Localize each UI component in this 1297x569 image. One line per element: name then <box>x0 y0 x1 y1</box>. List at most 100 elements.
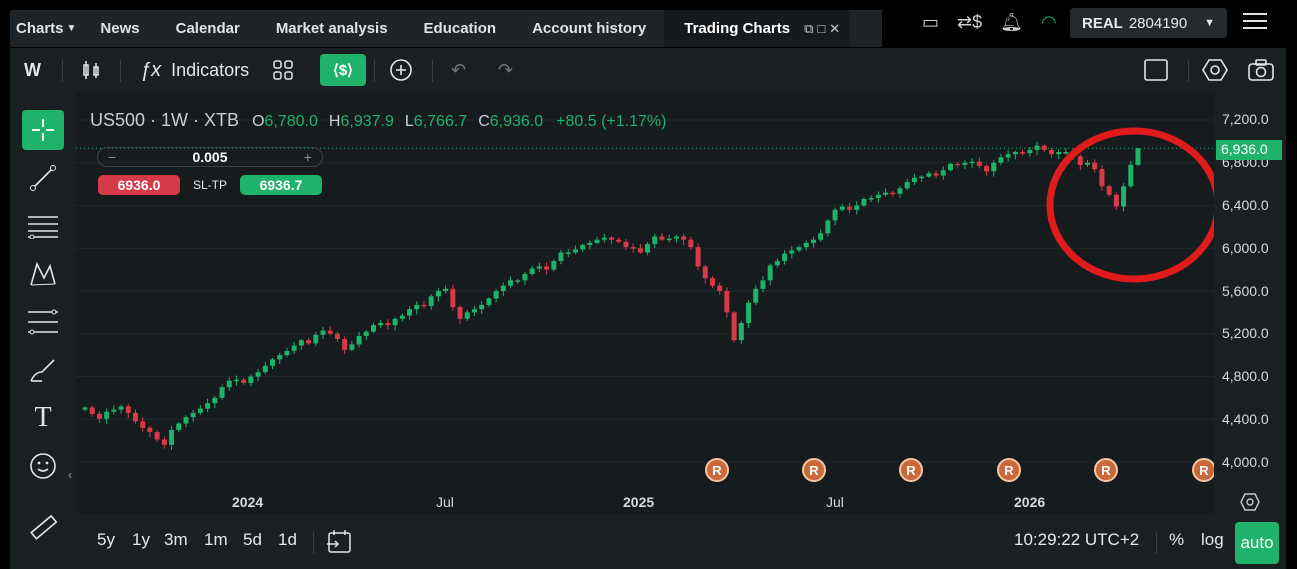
ruler-icon[interactable] <box>22 508 64 548</box>
tab-charts[interactable]: Charts ▼ <box>10 10 82 47</box>
candle-up <box>854 205 860 210</box>
close-icon[interactable]: ✕ <box>829 20 841 36</box>
text-tool-icon[interactable]: T <box>34 402 52 433</box>
candle-down <box>976 161 982 166</box>
dollar-exchange-icon: ⟨$⟩ <box>332 62 354 79</box>
fullscreen-square-icon[interactable] <box>1144 48 1168 92</box>
horizontal-lines-icon[interactable] <box>22 206 64 246</box>
candle-down <box>125 406 131 413</box>
increase-volume-button[interactable]: + <box>303 149 312 165</box>
candle-down <box>241 379 247 383</box>
candle-up <box>969 161 975 164</box>
candle-up <box>1121 186 1127 207</box>
candle-down <box>1020 152 1026 154</box>
pattern-tool-icon[interactable] <box>22 254 64 294</box>
tab-calendar[interactable]: Calendar <box>158 10 258 47</box>
candle-down <box>616 239 622 242</box>
tab-market-analysis[interactable]: Market analysis <box>258 10 406 47</box>
crosshair-icon[interactable] <box>22 110 64 150</box>
brush-icon[interactable] <box>22 350 64 390</box>
timeframe-1d[interactable]: 1d <box>278 530 297 549</box>
high-key: H <box>328 113 341 130</box>
clock-timezone[interactable]: 10:29:22 UTC+2 <box>1014 530 1140 549</box>
candle-up <box>746 302 752 324</box>
divider <box>374 60 375 82</box>
tab-news[interactable]: News <box>82 10 157 47</box>
candle-up <box>861 199 867 206</box>
candle-up <box>572 249 578 253</box>
candle-up <box>407 309 413 316</box>
candle-up <box>897 188 903 194</box>
undo-icon[interactable]: ↶ <box>451 59 467 80</box>
emoji-icon[interactable] <box>22 446 64 486</box>
close-key: C <box>478 113 490 130</box>
settings-hexagon-icon[interactable] <box>1202 48 1228 92</box>
templates-grid-icon[interactable] <box>272 48 294 92</box>
candle-up <box>738 323 744 341</box>
candle-up <box>1128 164 1134 187</box>
x-tick: 2024 <box>232 494 264 510</box>
indicators-button[interactable]: ƒx Indicators <box>140 48 249 92</box>
add-plus-icon[interactable] <box>389 48 413 92</box>
timeframe-1m[interactable]: 1m <box>204 530 228 549</box>
tab-trading-charts[interactable]: Trading Charts ⧉ □ ✕ <box>664 10 851 47</box>
volume-value[interactable]: 0.005 <box>192 149 228 165</box>
timeframe-1y[interactable]: 1y <box>132 530 150 549</box>
buy-price: 6936.7 <box>259 177 303 193</box>
trade-dollar-button[interactable]: ⟨$⟩ <box>320 54 366 86</box>
candle-up <box>940 170 946 176</box>
layout-icon[interactable]: ▭ <box>922 12 940 32</box>
maximize-icon[interactable]: □ <box>817 21 826 36</box>
collapse-chevron-icon[interactable]: ‹ <box>68 468 72 482</box>
candle-down <box>421 304 427 307</box>
candle-down <box>544 266 550 270</box>
candle-up <box>868 198 874 200</box>
candle-up <box>926 173 932 177</box>
fibonacci-icon[interactable] <box>22 302 64 342</box>
account-selector[interactable]: REAL 2804190 ▼ <box>1070 8 1227 38</box>
tab-account-history[interactable]: Account history <box>514 10 664 47</box>
r-marker-circle <box>705 458 729 482</box>
candle-down <box>1041 145 1047 150</box>
sell-button[interactable]: 6936.0 <box>98 175 180 195</box>
decrease-volume-button[interactable]: − <box>108 149 117 165</box>
price-axis[interactable]: 7,200.0 6,800.0 6,400.0 6,000.0 5,600.0 … <box>1214 92 1286 514</box>
candle-up <box>277 355 283 360</box>
timeframe-5d[interactable]: 5d <box>243 530 262 549</box>
candle-down <box>1048 149 1054 155</box>
sl-tp-label[interactable]: SL-TP <box>193 178 228 192</box>
date-range-calendar-icon[interactable] <box>327 529 353 555</box>
timeframe-5y[interactable]: 5y <box>97 530 115 549</box>
r-marker-circle <box>1192 458 1214 482</box>
candle-down <box>702 266 708 279</box>
auto-scale-toggle[interactable]: auto <box>1235 522 1279 564</box>
deposit-icon[interactable]: ⇄$ <box>957 12 983 32</box>
bell-icon[interactable]: 🔔︎ <box>1000 12 1023 32</box>
tab-education[interactable]: Education <box>406 10 515 47</box>
candle-up <box>493 291 499 299</box>
camera-icon[interactable] <box>1248 48 1274 92</box>
candle-up <box>673 236 679 239</box>
axis-settings-icon[interactable] <box>1240 492 1260 512</box>
trend-line-icon[interactable] <box>22 158 64 198</box>
redo-icon[interactable]: ↷ <box>498 59 514 80</box>
log-scale-toggle[interactable]: log <box>1201 530 1224 549</box>
candle-down <box>1092 162 1098 170</box>
candlestick-type-icon[interactable] <box>80 48 102 92</box>
candle-up <box>270 359 276 366</box>
interval-button[interactable]: W <box>24 48 41 92</box>
popout-icon[interactable]: ⧉ <box>804 20 814 36</box>
percent-scale-toggle[interactable]: % <box>1169 530 1185 549</box>
buy-button[interactable]: 6936.7 <box>240 175 322 195</box>
time-axis[interactable]: 2024 Jul 2025 Jul 2026 <box>76 488 1260 518</box>
hamburger-menu-icon[interactable] <box>1243 13 1267 31</box>
r-marker-circle <box>997 458 1021 482</box>
candle-up <box>825 220 831 234</box>
tab-news-label: News <box>100 20 140 37</box>
timeframe-3m[interactable]: 3m <box>164 530 188 549</box>
volume-stepper[interactable]: − 0.005 + <box>97 147 323 167</box>
x-tick: 2026 <box>1014 494 1046 510</box>
candle-up <box>205 403 211 409</box>
